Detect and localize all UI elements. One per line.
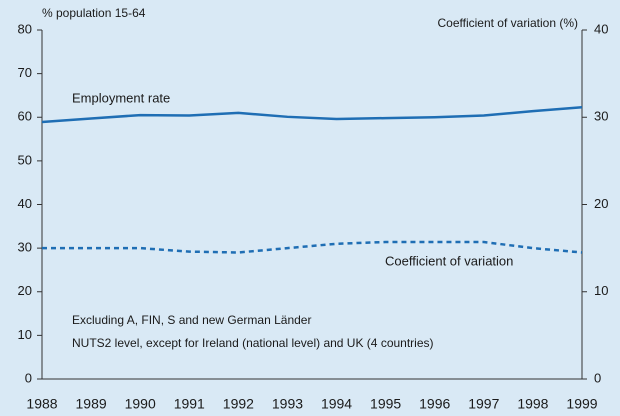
x-tick-label: 1996 bbox=[419, 396, 450, 412]
annotation: Excluding A, FIN, S and new German Lände… bbox=[72, 313, 311, 327]
y-tick-label: 20 bbox=[18, 283, 32, 298]
y2-tick-label: 30 bbox=[594, 109, 608, 124]
line-series bbox=[42, 240, 583, 254]
y-tick-label: 80 bbox=[18, 21, 32, 36]
y-tick-label: 40 bbox=[18, 196, 32, 211]
y2-tick-label: 40 bbox=[594, 21, 608, 36]
y2-axis-label: Coefficient of variation (%) bbox=[437, 16, 578, 30]
x-tick-label: 1994 bbox=[321, 396, 352, 412]
y2-tick-label: 0 bbox=[594, 370, 601, 385]
x-tick-label: 1999 bbox=[566, 396, 597, 412]
line-series bbox=[41, 105, 583, 124]
y-tick-label: 10 bbox=[18, 327, 32, 342]
y-tick-label: 60 bbox=[18, 109, 32, 124]
x-tick-label: 1997 bbox=[468, 396, 499, 412]
y-tick-label: 0 bbox=[25, 370, 32, 385]
x-tick-label: 1991 bbox=[174, 396, 205, 412]
y-tick-label: 70 bbox=[18, 65, 32, 80]
y-axis-label: % population 15-64 bbox=[42, 6, 146, 20]
x-tick-label: 1992 bbox=[223, 396, 254, 412]
x-tick-label: 1989 bbox=[76, 396, 107, 412]
series-label: Employment rate bbox=[72, 90, 170, 105]
y2-tick-label: 10 bbox=[594, 283, 608, 298]
x-tick-label: 1990 bbox=[125, 396, 156, 412]
x-tick-label: 1998 bbox=[517, 396, 548, 412]
x-tick-label: 1988 bbox=[26, 396, 57, 412]
y-tick-label: 30 bbox=[18, 240, 32, 255]
y-tick-label: 50 bbox=[18, 152, 32, 167]
x-tick-label: 1995 bbox=[370, 396, 401, 412]
y2-tick-label: 20 bbox=[594, 196, 608, 211]
annotation: NUTS2 level, except for Ireland (nationa… bbox=[72, 336, 434, 350]
x-tick-label: 1993 bbox=[272, 396, 303, 412]
series-label: Coefficient of variation bbox=[385, 253, 513, 268]
